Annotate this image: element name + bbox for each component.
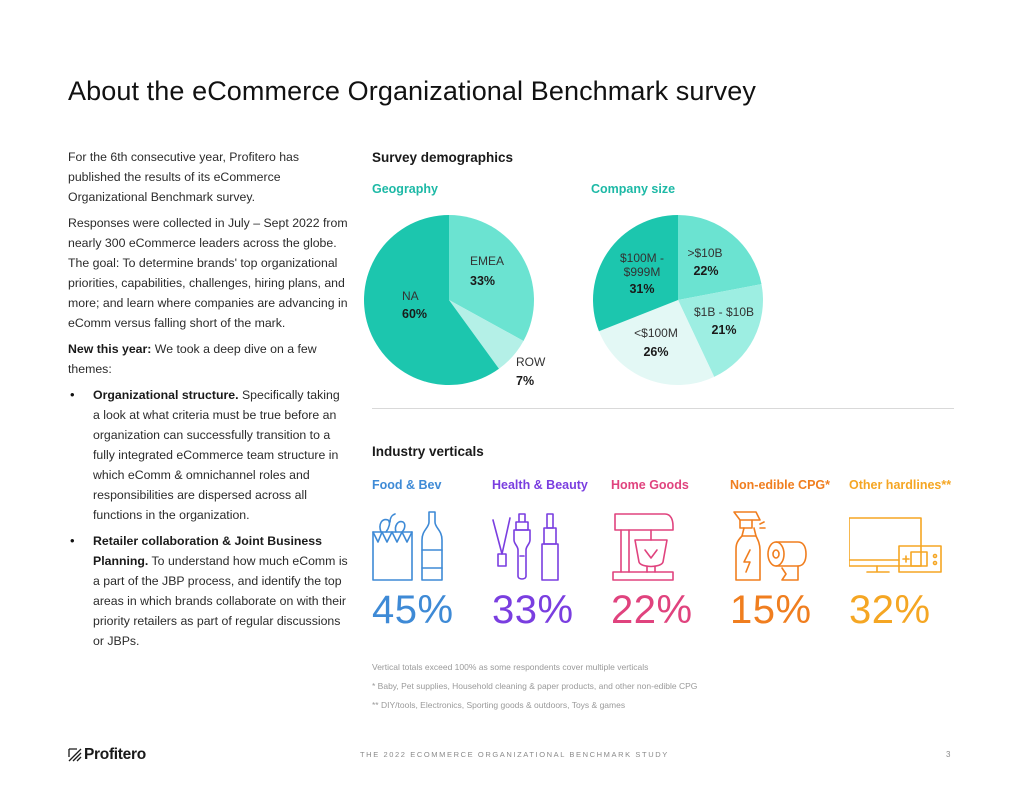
intro-new-this-year: New this year: We took a deep dive on a …: [68, 339, 348, 379]
industry-verticals-title: Industry verticals: [372, 444, 484, 459]
pie-slice-100m: [598, 300, 715, 385]
pie-slice-name-1b-10b: $1B - $10B: [694, 305, 754, 319]
pie-slice-value-na: 60%: [402, 307, 427, 321]
vertical-name: Other hardlines**: [849, 478, 952, 492]
theme-description: To understand how much eComm is a part o…: [93, 554, 348, 648]
pie-slice-value-100m-999m: 31%: [629, 282, 654, 296]
pie-slice-value-1b-10b: 21%: [711, 323, 736, 337]
pie-slice-name-100m-999m-line1: $100M -: [620, 251, 664, 265]
pie-slice-value-emea: 33%: [470, 274, 495, 288]
vertical-percent: 15%: [730, 588, 812, 632]
vertical-name: Health & Beauty: [492, 478, 588, 492]
pie-slice-name-100m-999m-line2: $999M: [624, 265, 661, 279]
footnotes: Vertical totals exceed 100% as some resp…: [372, 658, 872, 715]
theme-description: Specifically taking a look at what crite…: [93, 388, 340, 522]
new-this-year-label: New this year:: [68, 342, 152, 356]
pie-slice-value-under-100m: 26%: [643, 345, 668, 359]
section-divider: [372, 408, 954, 409]
vertical-home-goods: Home Goods 22%: [611, 478, 731, 632]
theme-title: Organizational structure.: [93, 388, 239, 402]
survey-demographics-title: Survey demographics: [372, 150, 514, 165]
pie-slice-name-na: NA: [402, 289, 419, 303]
pie-slice-name-emea: EMEA: [470, 254, 504, 268]
vertical-health-beauty: Health & Beauty 33%: [492, 478, 612, 632]
geography-pie-chart: EMEA 33% NA 60% ROW 7%: [364, 215, 546, 388]
theme-item: Retailer collaboration & Joint Business …: [68, 531, 348, 651]
intro-text: For the 6th consecutive year, Profitero …: [68, 147, 348, 657]
profitero-logo: Profitero: [68, 745, 146, 765]
vertical-percent: 22%: [611, 588, 693, 632]
theme-title: Retailer collaboration & Joint Business …: [93, 534, 322, 568]
pie-slice-100m-999m: [593, 215, 678, 332]
theme-list: Organizational structure. Specifically t…: [68, 385, 348, 651]
pie-slice-name-under-100m: <$100M: [634, 326, 678, 340]
pie-slice-name-row: ROW: [516, 355, 546, 369]
vertical-food-bev: Food & Bev 45%: [372, 478, 492, 632]
footer-study-title: THE 2022 ECOMMERCE ORGANIZATIONAL BENCHM…: [360, 750, 669, 759]
footnote: * Baby, Pet supplies, Household cleaning…: [372, 681, 698, 691]
vertical-percent: 33%: [492, 588, 574, 632]
pie-slice-value-over-10b: 22%: [693, 264, 718, 278]
geography-label: Geography: [372, 182, 438, 196]
pie-slice-10b: [678, 215, 762, 300]
logo-text: Profitero: [84, 746, 146, 763]
vertical-other-hardlines: Other hardlines** 32%: [849, 478, 969, 632]
footnote: Vertical totals exceed 100% as some resp…: [372, 662, 649, 672]
vertical-percent: 45%: [372, 588, 454, 632]
intro-paragraph-1: For the 6th consecutive year, Profitero …: [68, 150, 300, 204]
stand-mixer-icon: [612, 513, 674, 581]
intro-paragraph-2: Responses were collected in July – Sept …: [68, 216, 348, 330]
footnote: ** DIY/tools, Electronics, Sporting good…: [372, 700, 626, 710]
company-size-label: Company size: [591, 182, 676, 196]
pie-slice-emea: [449, 215, 535, 341]
vertical-name: Home Goods: [611, 478, 689, 492]
vertical-percent: 32%: [849, 588, 931, 632]
company-size-pie-chart: >$10B 22% $100M - $999M 31% $1B - $10B 2…: [593, 215, 763, 385]
company-size-slices: [593, 215, 763, 385]
vertical-name: Non-edible CPG*: [730, 478, 831, 492]
theme-item: Organizational structure. Specifically t…: [68, 385, 348, 525]
grocery-bag-bottle-icon: [372, 511, 443, 581]
geography-slices: [364, 215, 535, 385]
cosmetics-icon: [492, 513, 559, 581]
page-title: About the eCommerce Organizational Bench…: [68, 76, 756, 106]
pie-slice-1b-10b: [678, 284, 763, 377]
pie-slice-na: [364, 215, 499, 385]
monitor-game-console-icon: [849, 517, 942, 573]
pie-slice-name-over-10b: >$10B: [687, 246, 722, 260]
page-number: 3: [946, 750, 951, 759]
pie-slice-row: [449, 300, 524, 369]
spray-bottle-paper-towel-icon: [733, 511, 807, 581]
profitero-logo-mark-icon: [68, 748, 82, 762]
pie-slice-value-row: 7%: [516, 374, 534, 388]
vertical-non-edible-cpg: Non-edible CPG* 15%: [730, 478, 850, 632]
vertical-name: Food & Bev: [372, 478, 442, 492]
new-this-year-text: We took a deep dive on a few themes:: [68, 342, 317, 376]
